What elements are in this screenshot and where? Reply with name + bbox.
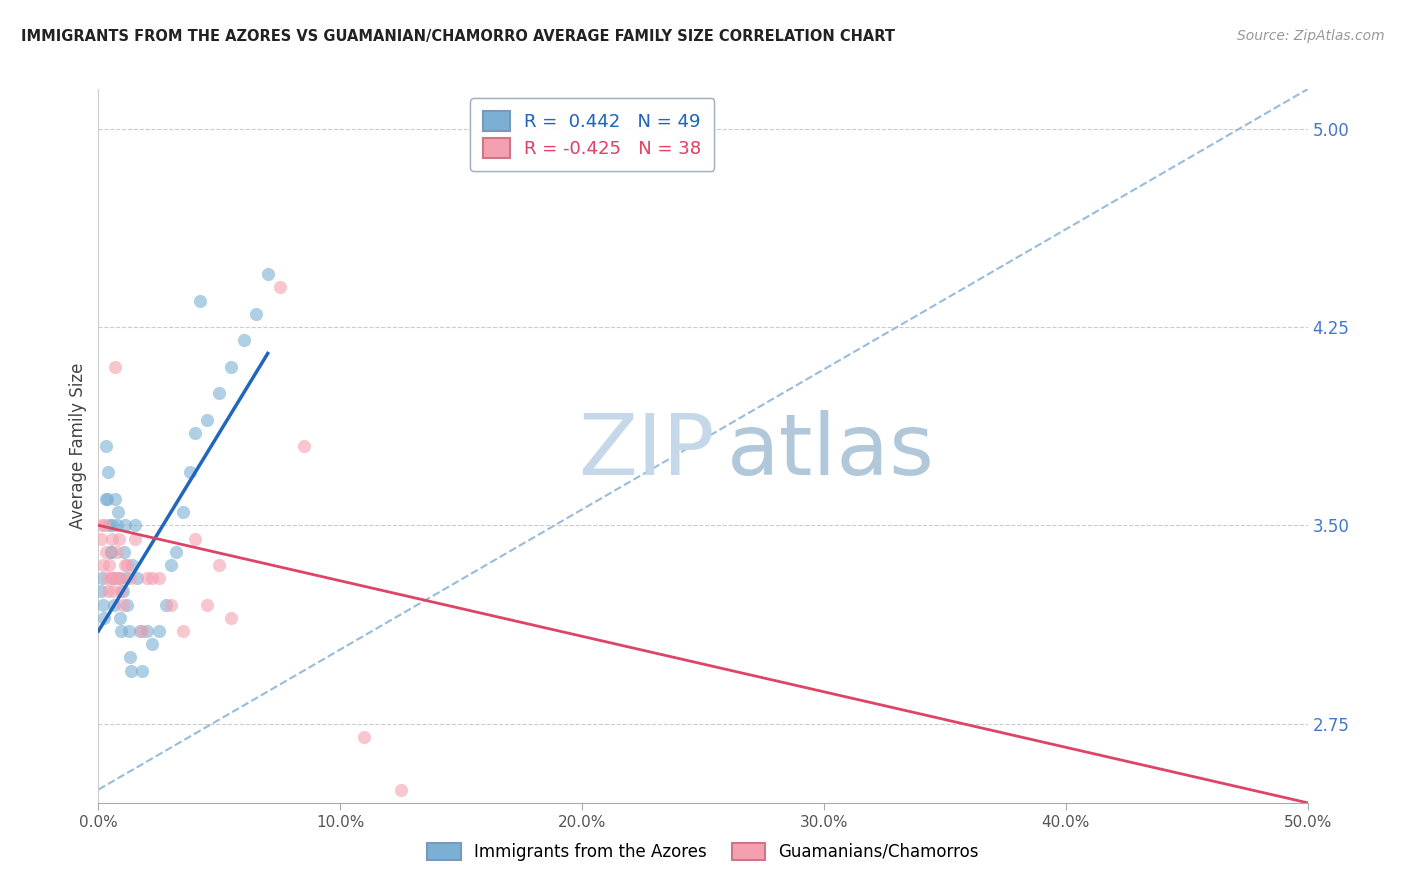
Point (98, 518, 121, 533)
Point (179, 466, 201, 480)
Point (100, 518, 122, 533)
Point (97, 584, 120, 599)
Point (195, 412, 218, 426)
Point (108, 611, 131, 625)
Point (104, 359, 127, 374)
Y-axis label: Average Family Size: Average Family Size (69, 363, 87, 529)
Point (353, 730, 375, 744)
Text: atlas: atlas (727, 409, 935, 492)
Point (103, 598, 125, 612)
Point (96, 491, 118, 506)
Point (94, 545, 117, 559)
Point (107, 505, 129, 519)
Point (100, 571, 122, 585)
Point (91, 518, 114, 533)
Point (98, 558, 121, 572)
Text: IMMIGRANTS FROM THE AZORES VS GUAMANIAN/CHAMORRO AVERAGE FAMILY SIZE CORRELATION: IMMIGRANTS FROM THE AZORES VS GUAMANIAN/… (21, 29, 896, 44)
Point (124, 518, 146, 533)
Point (118, 650, 141, 665)
Point (1175, 888, 1198, 892)
Point (127, 571, 149, 585)
Point (108, 571, 131, 585)
Point (103, 571, 125, 585)
Point (269, 280, 291, 294)
Point (91, 558, 114, 572)
Point (121, 558, 143, 572)
Point (117, 558, 139, 572)
Point (389, 782, 412, 797)
Point (97, 466, 120, 480)
Point (100, 545, 122, 559)
Point (148, 624, 170, 638)
Point (93, 518, 115, 533)
Legend: R =  0.442   N = 49, R = -0.425   N = 38: R = 0.442 N = 49, R = -0.425 N = 38 (470, 98, 714, 170)
Point (131, 624, 153, 638)
Point (114, 558, 136, 572)
Point (292, 439, 315, 453)
Point (93, 611, 115, 625)
Point (155, 598, 177, 612)
Point (120, 664, 142, 678)
Point (118, 571, 141, 585)
Point (112, 545, 135, 559)
Point (221, 611, 243, 625)
Point (110, 584, 132, 599)
Point (208, 386, 231, 401)
Point (141, 637, 163, 651)
Point (232, 333, 254, 347)
Point (107, 571, 129, 585)
Point (90, 584, 112, 599)
Point (172, 624, 194, 638)
Point (131, 664, 153, 678)
Point (135, 624, 157, 638)
Point (160, 598, 183, 612)
Point (110, 624, 132, 638)
Point (188, 293, 211, 308)
Point (148, 571, 170, 585)
Point (245, 307, 267, 321)
Point (172, 505, 194, 519)
Text: ZIP: ZIP (579, 409, 716, 492)
Point (90, 532, 112, 546)
Point (100, 545, 122, 559)
Point (128, 624, 150, 638)
Point (208, 558, 231, 572)
Point (141, 571, 163, 585)
Point (124, 532, 146, 546)
Point (111, 584, 134, 599)
Point (100, 532, 122, 546)
Point (105, 545, 128, 559)
Point (91, 598, 114, 612)
Point (165, 545, 187, 559)
Point (96, 571, 118, 585)
Point (135, 571, 157, 585)
Point (108, 532, 131, 546)
Point (117, 598, 139, 612)
Text: Source: ZipAtlas.com: Source: ZipAtlas.com (1237, 29, 1385, 43)
Point (114, 518, 136, 533)
Point (115, 571, 138, 585)
Point (101, 584, 124, 599)
Point (184, 532, 207, 546)
Point (160, 558, 183, 572)
Point (118, 624, 141, 638)
Point (105, 518, 128, 533)
Point (195, 598, 218, 612)
Point (108, 571, 131, 585)
Point (104, 491, 127, 506)
Point (111, 598, 134, 612)
Point (221, 359, 243, 374)
Point (94, 491, 117, 506)
Point (256, 267, 278, 281)
Point (94, 439, 117, 453)
Legend: Immigrants from the Azores, Guamanians/Chamorros: Immigrants from the Azores, Guamanians/C… (420, 836, 986, 868)
Point (101, 571, 124, 585)
Point (91, 571, 114, 585)
Point (184, 425, 207, 440)
